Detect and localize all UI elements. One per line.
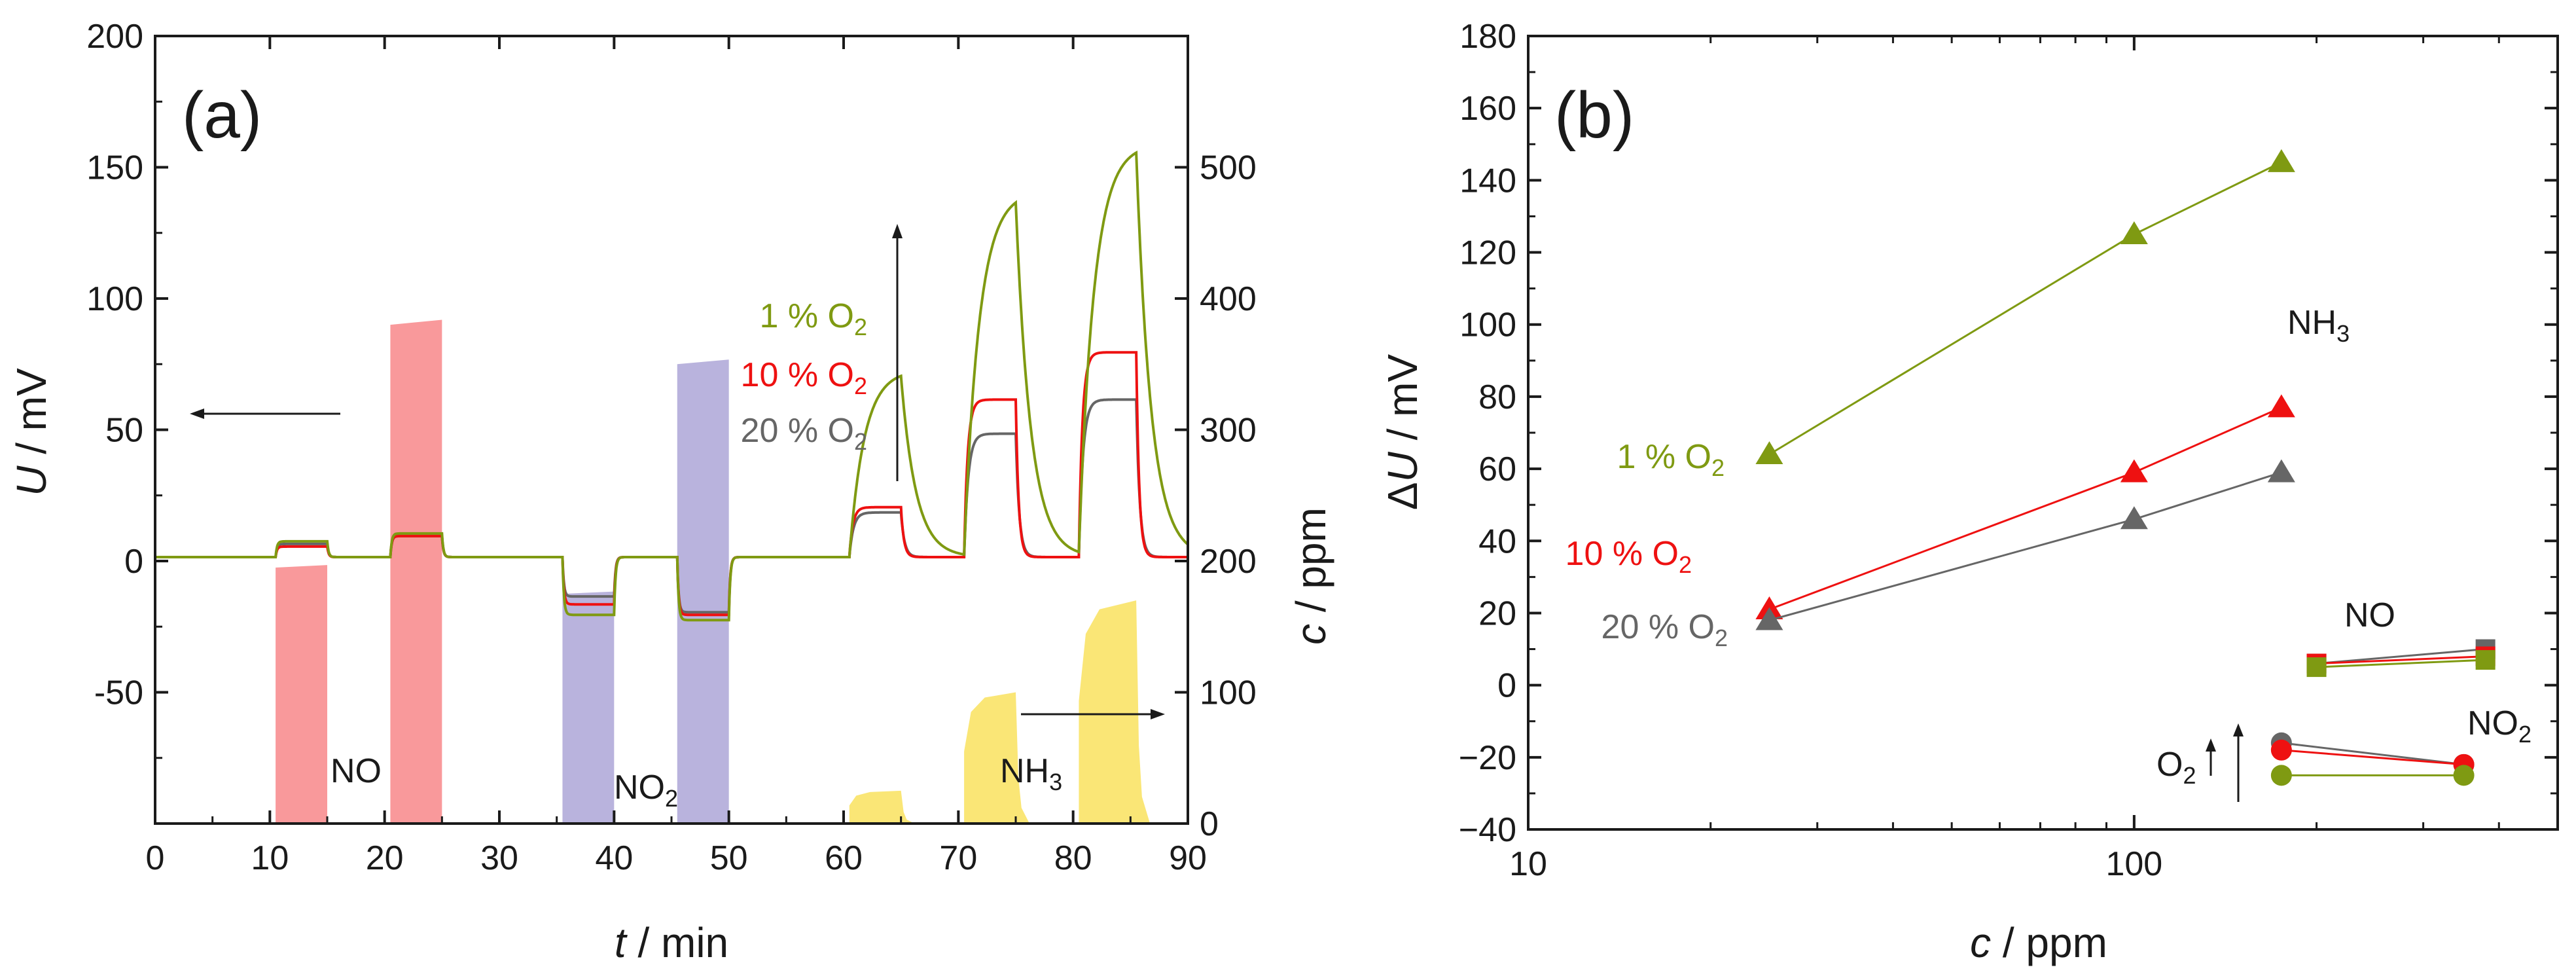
conc-pulse-no2-3 bbox=[677, 359, 729, 824]
voltage-trace-o2-1pct bbox=[155, 150, 1189, 622]
y2tick-label-100: 100 bbox=[1200, 674, 1257, 712]
b-line-nh3-20pct bbox=[1768, 471, 2282, 621]
b-ytick-label--20: −20 bbox=[1459, 739, 1516, 777]
xtick-label-30: 30 bbox=[480, 839, 518, 877]
b-ytick-label-180: 180 bbox=[1459, 18, 1516, 56]
b-line-no2-10pct bbox=[2281, 749, 2464, 766]
label-b-20pct-o2: 20 % O2 bbox=[1601, 608, 1728, 651]
o2-increase-arrow bbox=[2206, 723, 2244, 802]
ytick-label-50: 50 bbox=[105, 412, 143, 450]
xtick-label-70: 70 bbox=[939, 839, 977, 877]
panel-a-y2label: c / ppm bbox=[1287, 507, 1334, 645]
b-ytick-label-0: 0 bbox=[1497, 667, 1516, 705]
ytick-label--50: -50 bbox=[94, 674, 143, 712]
concentration-pulses bbox=[276, 319, 1151, 824]
label-b-no: NO bbox=[2344, 596, 2395, 634]
legend-10pct-o2: 10 % O2 bbox=[741, 356, 867, 399]
b-ytick-label-60: 60 bbox=[1478, 450, 1516, 488]
left-axis-arrow bbox=[190, 408, 340, 419]
b-point-nh3-10pct-1 bbox=[2120, 459, 2148, 482]
b-point-no2-1pct-1 bbox=[2453, 765, 2475, 786]
y2tick-label-300: 300 bbox=[1200, 412, 1257, 450]
ytick-label-0: 0 bbox=[124, 543, 143, 581]
b-ytick-label-40: 40 bbox=[1478, 522, 1516, 560]
b-point-nh3-20pct-0 bbox=[1755, 607, 1783, 630]
ytick-label-150: 150 bbox=[86, 149, 143, 187]
y2tick-label-500: 500 bbox=[1200, 149, 1257, 187]
b-ytick-label-160: 160 bbox=[1459, 90, 1516, 128]
b-point-no2-10pct-0 bbox=[2270, 739, 2292, 761]
conc-pulse-no-1 bbox=[390, 319, 442, 824]
panel-a-ylabel: U / mV bbox=[8, 368, 55, 496]
voltage-traces bbox=[155, 150, 1189, 622]
conc-pulse-no2-2 bbox=[562, 591, 615, 824]
right-axis-arrow bbox=[1021, 709, 1165, 719]
b-line-no2-20pct bbox=[2281, 742, 2464, 766]
b-point-nh3-10pct-2 bbox=[2267, 394, 2295, 418]
b-point-nh3-1pct-1 bbox=[2120, 221, 2148, 244]
b-ytick-label-80: 80 bbox=[1478, 378, 1516, 416]
b-ytick-label-140: 140 bbox=[1459, 162, 1516, 200]
b-line-nh3-1pct bbox=[1768, 161, 2282, 456]
xtick-label-10: 10 bbox=[251, 839, 289, 877]
xtick-label-40: 40 bbox=[595, 839, 633, 877]
panel-b-label: (b) bbox=[1554, 79, 1634, 152]
label-b-no2: NO2 bbox=[2467, 704, 2531, 748]
panel-a: 0 10 20 30 40 50 60 70 80 90 -50 0 50 100 150 200 0 100 20… bbox=[8, 18, 1334, 966]
y2tick-label-400: 400 bbox=[1200, 280, 1257, 318]
y2tick-label-200: 200 bbox=[1200, 543, 1257, 581]
b-line-no-10pct bbox=[2316, 655, 2486, 665]
panel-b-series bbox=[1755, 149, 2496, 786]
ytick-label-100: 100 bbox=[86, 280, 143, 318]
label-b-nh3: NH3 bbox=[2287, 304, 2350, 347]
panel-b-xlabel: c / ppm bbox=[1970, 919, 2107, 966]
panel-a-xlabel: t / min bbox=[615, 919, 728, 966]
b-xtick-label-10: 10 bbox=[1509, 845, 1547, 883]
legend-20pct-o2: 20 % O2 bbox=[741, 412, 867, 455]
ytick-label-200: 200 bbox=[86, 18, 143, 56]
b-point-no-1pct-0 bbox=[2306, 657, 2327, 678]
b-line-no-1pct bbox=[2316, 659, 2486, 668]
xtick-label-80: 80 bbox=[1054, 839, 1092, 877]
label-nh3: NH3 bbox=[1000, 752, 1062, 795]
conc-pulse-no-0 bbox=[276, 565, 327, 824]
xtick-label-0: 0 bbox=[146, 839, 165, 877]
panel-a-ticks: 0 10 20 30 40 50 60 70 80 90 -50 0 50 100 150 200 0 100 20… bbox=[86, 18, 1257, 877]
b-xtick-label-100: 100 bbox=[2105, 845, 2162, 883]
b-point-no2-1pct-0 bbox=[2270, 765, 2292, 786]
b-point-nh3-1pct-2 bbox=[2267, 149, 2295, 172]
b-line-no-20pct bbox=[2316, 648, 2486, 665]
panel-a-label: (a) bbox=[182, 79, 262, 152]
xtick-label-90: 90 bbox=[1169, 839, 1207, 877]
b-point-nh3-20pct-2 bbox=[2267, 459, 2295, 482]
xtick-label-50: 50 bbox=[710, 839, 748, 877]
b-line-nh3-10pct bbox=[1768, 407, 2282, 611]
conc-pulse-nh3-6 bbox=[1079, 600, 1151, 824]
panel-b-ticks: 10 100 −40 −20 0 20 40 60 80 100 120 140 160 180 bbox=[1459, 18, 2558, 883]
b-point-nh3-1pct-0 bbox=[1755, 441, 1783, 465]
xtick-label-60: 60 bbox=[825, 839, 863, 877]
b-point-nh3-20pct-1 bbox=[2120, 506, 2148, 530]
conc-pulse-nh3-4 bbox=[849, 790, 915, 824]
y2tick-label-0: 0 bbox=[1200, 805, 1219, 843]
legend-1pct-o2: 1 % O2 bbox=[759, 297, 867, 340]
xtick-label-20: 20 bbox=[366, 839, 404, 877]
label-b-o2-arrow: O2 bbox=[2156, 746, 2196, 789]
b-ytick-label--40: −40 bbox=[1459, 811, 1516, 849]
label-b-1pct-o2: 1 % O2 bbox=[1617, 438, 1725, 481]
label-no: NO bbox=[331, 752, 382, 790]
panel-b-ylabel: ΔU / mV bbox=[1379, 354, 1426, 511]
b-ytick-label-120: 120 bbox=[1459, 234, 1516, 272]
panel-b-frame bbox=[1527, 35, 2559, 831]
b-ytick-label-100: 100 bbox=[1459, 306, 1516, 344]
label-b-10pct-o2: 10 % O2 bbox=[1565, 535, 1692, 578]
o2-direction-arrow bbox=[892, 224, 903, 481]
conc-pulse-nh3-5 bbox=[964, 692, 1030, 824]
label-no2: NO2 bbox=[614, 769, 678, 812]
b-point-no-1pct-1 bbox=[2475, 650, 2496, 670]
b-ytick-label-20: 20 bbox=[1478, 594, 1516, 632]
